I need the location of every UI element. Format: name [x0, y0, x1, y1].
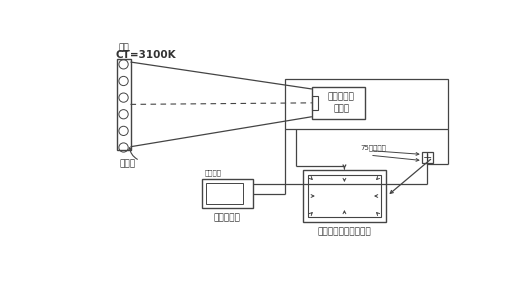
- Bar: [308, 175, 381, 217]
- Bar: [285, 79, 448, 129]
- Bar: [303, 170, 386, 222]
- Bar: [312, 87, 364, 119]
- Text: 测试图: 测试图: [120, 159, 135, 168]
- Bar: [312, 96, 318, 110]
- Text: 非网络接口
摄像机: 非网络接口 摄像机: [328, 92, 355, 113]
- Bar: [422, 152, 433, 163]
- Text: 图形发生器: 图形发生器: [214, 213, 241, 222]
- Bar: [117, 59, 130, 150]
- Text: 75欧姻终接: 75欧姻终接: [360, 144, 386, 151]
- Text: CT=3100K: CT=3100K: [115, 50, 176, 60]
- Bar: [202, 179, 253, 208]
- Text: 灯筱: 灯筱: [118, 44, 129, 53]
- Bar: [206, 183, 243, 204]
- Text: +: +: [423, 152, 432, 162]
- Text: 欠扫描彩色电视监视器: 欠扫描彩色电视监视器: [317, 227, 371, 236]
- Text: 同步输入: 同步输入: [205, 169, 222, 176]
